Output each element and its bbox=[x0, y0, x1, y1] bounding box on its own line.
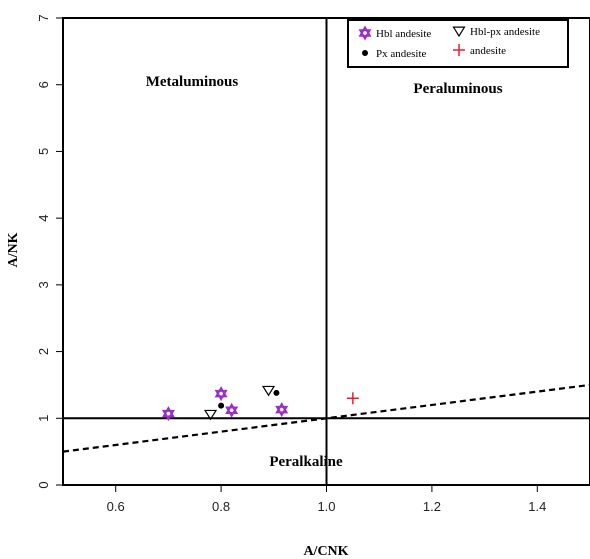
y-tick-label: 1 bbox=[36, 415, 51, 422]
y-axis-title: A/NK bbox=[6, 232, 21, 267]
x-tick-label: 1.2 bbox=[423, 499, 441, 514]
y-axis-ticks: 0 1 2 3 4 5 6 7 bbox=[36, 14, 63, 489]
legend-marker-andesite bbox=[453, 44, 465, 56]
region-label-metaluminous: Metaluminous bbox=[146, 74, 239, 90]
x-axis-title: A/CNK bbox=[303, 544, 348, 559]
legend-marker-px-andesite bbox=[362, 50, 368, 56]
x-tick-label: 0.6 bbox=[107, 499, 125, 514]
reference-lines bbox=[62, 18, 590, 485]
legend-label-px-andesite: Px andesite bbox=[376, 48, 427, 60]
point-hbl-andesite bbox=[225, 402, 239, 418]
legend-label-hbl-px-andesite: Hbl-px andesite bbox=[470, 26, 540, 38]
point-hbl-andesite bbox=[275, 402, 289, 418]
legend-label-andesite: andesite bbox=[470, 45, 506, 57]
point-hbl-px-andesite bbox=[261, 385, 276, 397]
point-andesite bbox=[346, 392, 359, 405]
x-tick-label: 0.8 bbox=[212, 499, 230, 514]
x-tick-label: 1.4 bbox=[528, 499, 546, 514]
y-tick-label: 0 bbox=[36, 481, 51, 488]
legend: Hbl andesite Hbl-px andesite Px andesite an… bbox=[347, 19, 569, 68]
x-axis-ticks: 0.6 0.8 1.0 1.2 1.4 bbox=[107, 485, 546, 514]
region-labels: Metaluminous Peraluminous Peralkaline bbox=[146, 74, 503, 470]
legend-marker-hbl-px-andesite bbox=[452, 26, 466, 38]
legend-box bbox=[347, 19, 569, 68]
y-tick-label: 2 bbox=[36, 348, 51, 355]
x-tick-label: 1.0 bbox=[317, 499, 335, 514]
data-points bbox=[161, 385, 359, 422]
legend-marker-hbl-andesite bbox=[358, 25, 372, 41]
y-tick-label: 4 bbox=[36, 215, 51, 222]
y-tick-label: 3 bbox=[36, 281, 51, 288]
legend-label-hbl-andesite: Hbl andesite bbox=[376, 28, 431, 40]
point-hbl-andesite bbox=[161, 406, 175, 422]
dashed-boundary-line bbox=[62, 383, 590, 453]
point-hbl-px-andesite bbox=[203, 409, 218, 421]
point-px-andesite bbox=[273, 389, 280, 396]
region-label-peraluminous: Peraluminous bbox=[413, 81, 502, 97]
y-tick-label: 6 bbox=[36, 81, 51, 88]
region-label-peralkaline: Peralkaline bbox=[269, 454, 343, 470]
y-tick-label: 5 bbox=[36, 148, 51, 155]
point-px-andesite bbox=[218, 402, 225, 409]
y-tick-label: 7 bbox=[36, 14, 51, 21]
point-hbl-andesite bbox=[214, 386, 228, 402]
